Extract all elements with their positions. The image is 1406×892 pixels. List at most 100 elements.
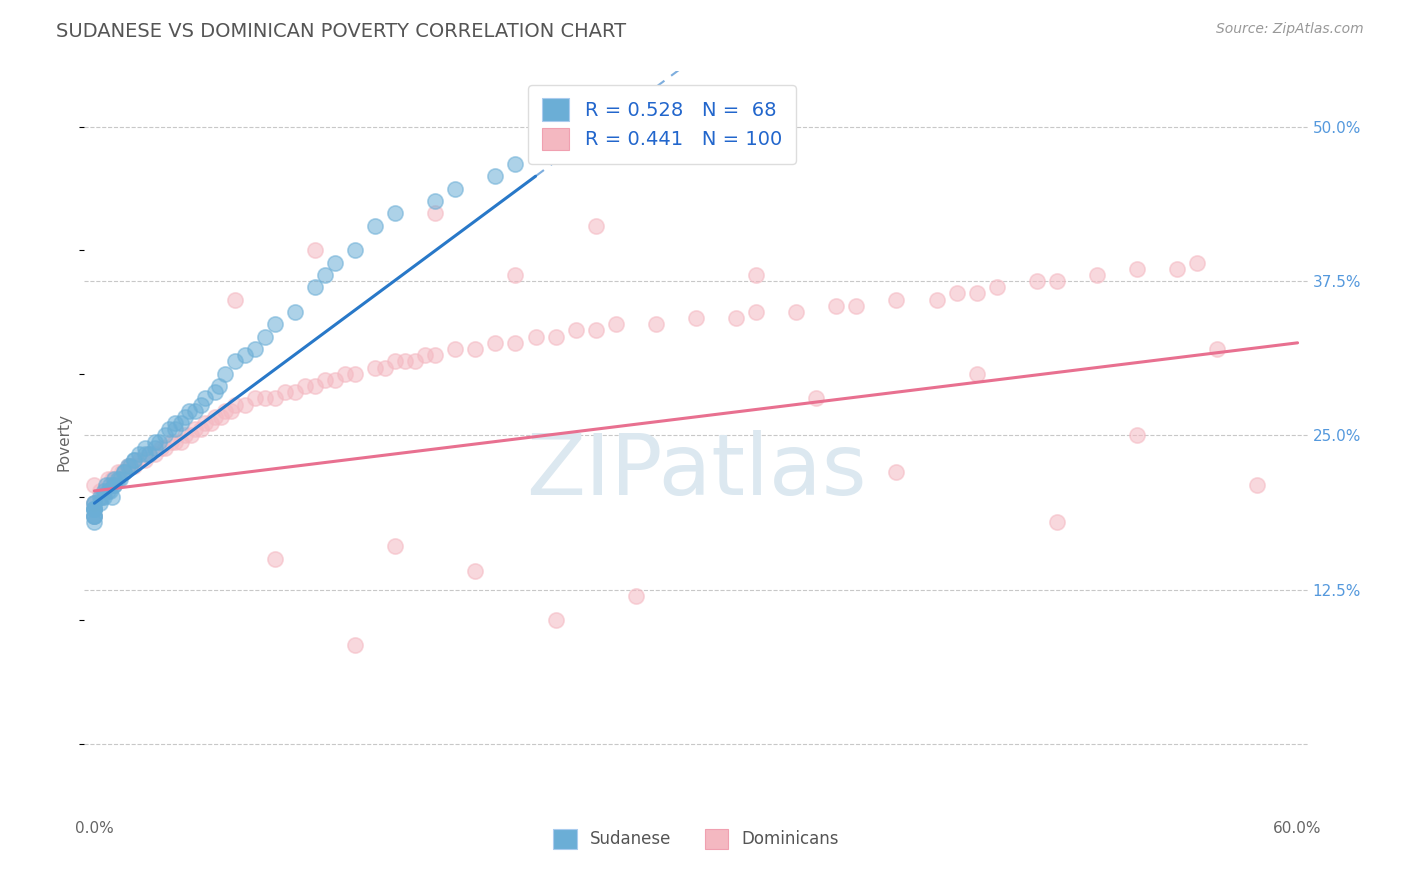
Point: [157, 422, 180, 436]
Point: [143, 434, 166, 449]
Point: [425, 194, 447, 208]
Point: [685, 311, 707, 326]
Text: ZIPatlas: ZIPatlas: [526, 430, 866, 513]
Point: [243, 342, 266, 356]
Point: [83, 502, 105, 516]
Point: [153, 441, 176, 455]
Point: [484, 335, 506, 350]
Point: [825, 299, 848, 313]
Point: [93, 490, 115, 504]
Point: [263, 318, 285, 332]
Point: [114, 466, 136, 480]
Point: [190, 398, 212, 412]
Point: [263, 392, 285, 406]
Point: [204, 409, 226, 424]
Point: [100, 483, 122, 498]
Point: [143, 447, 166, 461]
Point: [966, 367, 988, 381]
Point: [163, 434, 186, 449]
Point: [83, 502, 105, 516]
Point: [314, 373, 336, 387]
Point: [124, 453, 146, 467]
Point: [384, 540, 406, 554]
Point: [484, 169, 506, 184]
Point: [425, 206, 447, 220]
Point: [945, 286, 967, 301]
Point: [169, 434, 191, 449]
Point: [364, 360, 387, 375]
Point: [110, 472, 132, 486]
Point: [1046, 515, 1069, 529]
Point: [183, 403, 205, 417]
Point: [685, 120, 707, 134]
Point: [163, 416, 186, 430]
Point: [124, 453, 146, 467]
Point: [1046, 274, 1069, 288]
Point: [224, 354, 246, 368]
Point: [101, 490, 124, 504]
Point: [114, 466, 136, 480]
Point: [444, 181, 467, 195]
Point: [564, 324, 586, 338]
Point: [208, 379, 231, 393]
Point: [209, 409, 232, 424]
Point: [214, 403, 236, 417]
Point: [138, 447, 160, 461]
Point: [374, 360, 396, 375]
Point: [925, 293, 948, 307]
Point: [304, 280, 326, 294]
Point: [134, 447, 156, 461]
Point: [214, 367, 236, 381]
Point: [163, 422, 186, 436]
Point: [464, 342, 486, 356]
Point: [413, 348, 436, 362]
Point: [219, 403, 242, 417]
Point: [100, 477, 122, 491]
Point: [169, 416, 191, 430]
Point: [83, 515, 105, 529]
Point: [845, 299, 868, 313]
Point: [1166, 261, 1188, 276]
Point: [425, 348, 447, 362]
Point: [284, 305, 307, 319]
Point: [1206, 342, 1229, 356]
Point: [585, 324, 607, 338]
Point: [173, 428, 195, 442]
Point: [605, 318, 627, 332]
Point: [143, 441, 166, 455]
Point: [200, 416, 222, 430]
Point: [97, 472, 120, 486]
Point: [83, 496, 105, 510]
Point: [384, 206, 406, 220]
Point: [83, 502, 105, 516]
Point: [117, 459, 139, 474]
Point: [89, 496, 111, 510]
Point: [233, 348, 256, 362]
Point: [624, 589, 647, 603]
Point: [1126, 261, 1149, 276]
Text: Source: ZipAtlas.com: Source: ZipAtlas.com: [1216, 22, 1364, 37]
Point: [966, 286, 988, 301]
Point: [505, 335, 527, 350]
Point: [103, 477, 125, 491]
Point: [149, 441, 172, 455]
Point: [83, 477, 105, 491]
Point: [134, 441, 156, 455]
Point: [253, 392, 276, 406]
Point: [986, 280, 1008, 294]
Point: [364, 219, 387, 233]
Point: [194, 392, 217, 406]
Point: [83, 508, 105, 523]
Point: [83, 496, 105, 510]
Point: [294, 379, 316, 393]
Point: [83, 508, 105, 523]
Point: [91, 490, 114, 504]
Point: [304, 379, 326, 393]
Point: [190, 422, 212, 436]
Point: [177, 403, 200, 417]
Point: [120, 459, 142, 474]
Text: SUDANESE VS DOMINICAN POVERTY CORRELATION CHART: SUDANESE VS DOMINICAN POVERTY CORRELATIO…: [56, 22, 626, 41]
Point: [111, 466, 134, 480]
Point: [505, 157, 527, 171]
Point: [1085, 268, 1108, 282]
